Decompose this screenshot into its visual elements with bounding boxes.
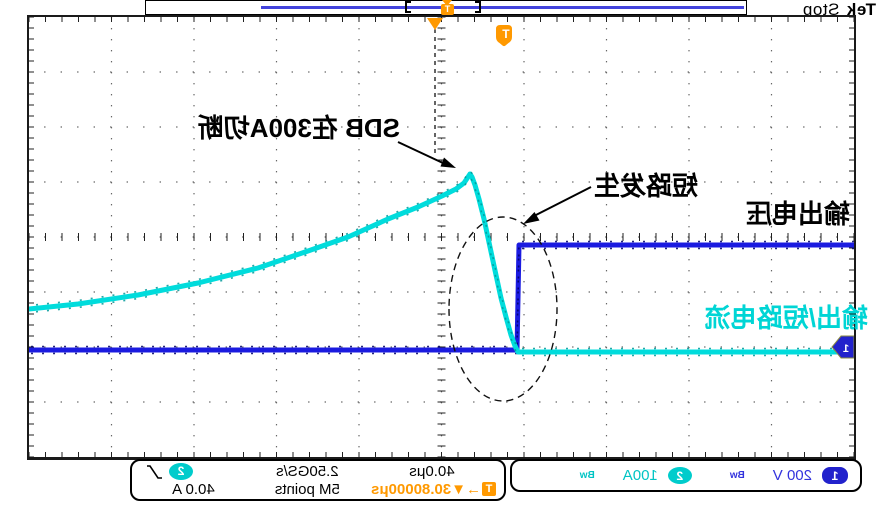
ch1-badge: 1: [822, 467, 848, 484]
ch1-ground-marker-label: 1: [843, 343, 849, 355]
short-event-arrow: [523, 186, 592, 224]
annotation-output-voltage: 输出电压: [745, 199, 850, 229]
ch1-ground-marker: 1: [831, 335, 854, 359]
trace-layer: [29, 169, 854, 357]
plot-svg: T 1: [29, 17, 854, 457]
trigger-t-icon: T: [441, 4, 454, 15]
grid-layer: [29, 17, 854, 457]
annotation-output-current: 输出/短路电流: [704, 303, 868, 333]
horizontal-readout-box: 40.0μs 2.50GS/s 2 T → ▼ 30.80000μs 5M po…: [130, 459, 506, 501]
trigger-position-bar-marker: T: [440, 0, 454, 15]
trigger-position-value: 30.80000μs: [371, 480, 452, 498]
trigger-source-badge: 2: [169, 462, 194, 480]
annotation-cutoff: SDB 在300A切断: [197, 113, 400, 143]
trigger-cursor-icon: ▼: [451, 480, 466, 498]
annotation-short-event: 短路发生: [593, 171, 698, 201]
ch2-badge: 2: [667, 467, 692, 484]
record-waveform-preview: [261, 6, 744, 9]
highlight-ellipse: [448, 216, 558, 402]
trigger-arrow-icon: →: [466, 480, 481, 498]
cutoff-arrow: [397, 141, 456, 168]
ch2-scale: 100A: [622, 467, 658, 484]
ch1-bandwidth-label: Bw: [729, 470, 745, 481]
window-bracket-right: [405, 1, 407, 13]
ch1-output-voltage: [29, 242, 854, 353]
sample-rate-readout: 2.50GS/s: [276, 462, 339, 480]
ch2-bandwidth-label: Bw: [579, 470, 595, 481]
channel-readout-box: 1 200 V Bw 2 100A Bw: [510, 459, 862, 492]
trigger-t-marker-label: T: [502, 27, 510, 41]
graticule: T 1: [27, 15, 856, 460]
rising-slope-icon: [147, 464, 163, 479]
trigger-position-readout: T → ▼ 30.80000μs: [368, 481, 496, 498]
trigger-source-cell: 2: [140, 462, 247, 480]
timebase-readout: 40.0μs: [409, 462, 455, 480]
short-event-arrowhead-icon: [523, 212, 540, 224]
record-overview-bar: T: [145, 0, 747, 15]
trigger-t-marker: T: [496, 25, 512, 47]
trigger-t-badge: T: [482, 482, 496, 496]
cutoff-arrowhead-icon: [440, 157, 456, 168]
ch1-scale: 200 V: [772, 467, 812, 484]
record-length-readout: 5M points: [274, 480, 340, 498]
window-bracket-left: [479, 1, 481, 13]
expansion-point-triangle-icon: [427, 18, 443, 30]
trigger-level-readout: 40.0 A: [172, 480, 215, 498]
ch2-output-short-current: [29, 171, 854, 355]
